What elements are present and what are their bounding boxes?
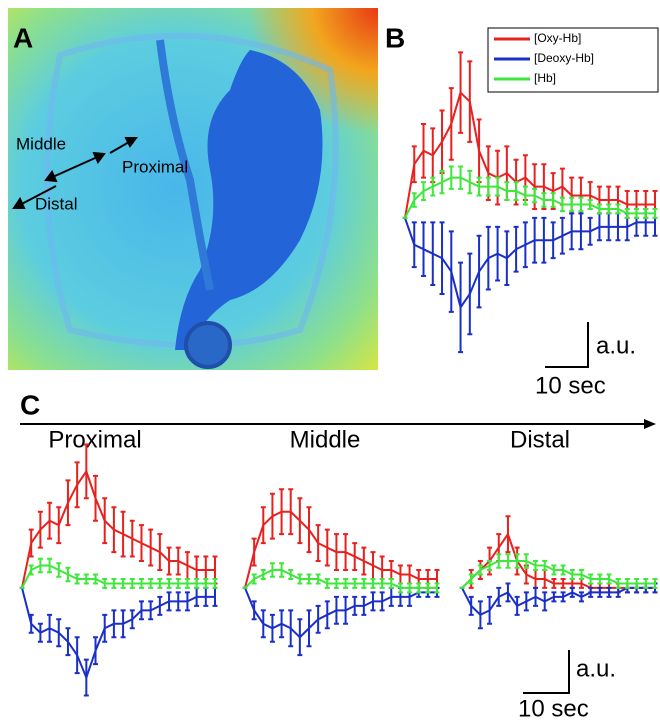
panel-label: A [13, 22, 33, 53]
scale-label: a.u. [576, 655, 616, 682]
chart-title: Proximal [48, 426, 141, 453]
chart-title: Distal [510, 426, 570, 453]
image-label: Proximal [122, 157, 188, 176]
image-label: Distal [35, 194, 78, 213]
legend-label: [Deoxy-Hb] [534, 51, 594, 65]
panel-label: B [385, 22, 405, 53]
series-line [22, 566, 215, 588]
legend-label: [Oxy-Hb] [534, 31, 581, 45]
series-line [245, 588, 437, 637]
image-panel: Middle Proximal Distal [8, 8, 378, 370]
scale-label: a.u. [596, 332, 636, 359]
image-label: Middle [16, 134, 66, 153]
series-line [245, 570, 437, 588]
series-line [22, 588, 215, 678]
figure: Middle Proximal Distal A B C a.u. 10 sec… [0, 0, 660, 725]
legend-label: [Hb] [534, 71, 556, 85]
series-line [22, 471, 215, 588]
scale-label: 10 sec [535, 372, 606, 399]
scale-label: 10 sec [518, 695, 589, 722]
panel-label: C [20, 389, 40, 420]
vessel-ring [186, 323, 230, 367]
chart-title: Middle [290, 426, 361, 453]
